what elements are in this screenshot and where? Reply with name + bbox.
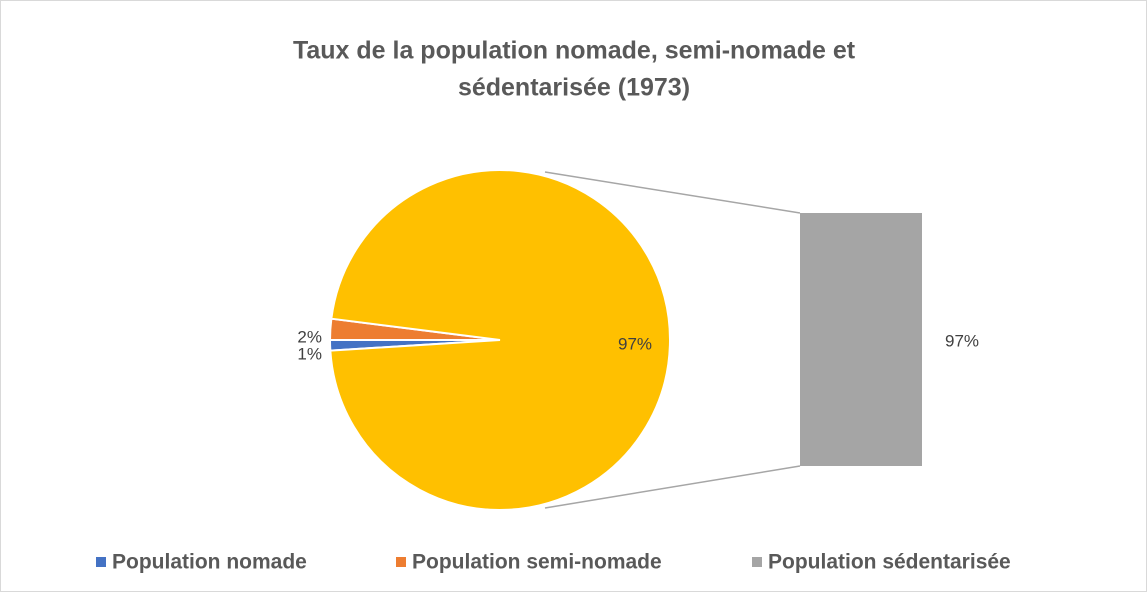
legend-label: Population semi-nomade — [412, 551, 662, 574]
data-label: 97% — [618, 334, 652, 353]
data-label: 2% — [297, 327, 322, 346]
legend-marker — [396, 557, 406, 567]
bar — [800, 213, 922, 466]
connector-line — [544, 171, 801, 214]
data-label: 1% — [297, 344, 322, 363]
legend-marker — [96, 557, 106, 567]
pie-slice — [329, 169, 671, 511]
connector-line — [544, 465, 801, 509]
chart-title: sédentarisée (1973) — [458, 74, 690, 102]
legend-label: Population nomade — [112, 551, 307, 574]
legend-marker — [752, 557, 762, 567]
data-label: 97% — [945, 331, 979, 350]
legend-label: Population sédentarisée — [768, 551, 1011, 574]
chart-title: Taux de la population nomade, semi-nomad… — [293, 37, 856, 65]
